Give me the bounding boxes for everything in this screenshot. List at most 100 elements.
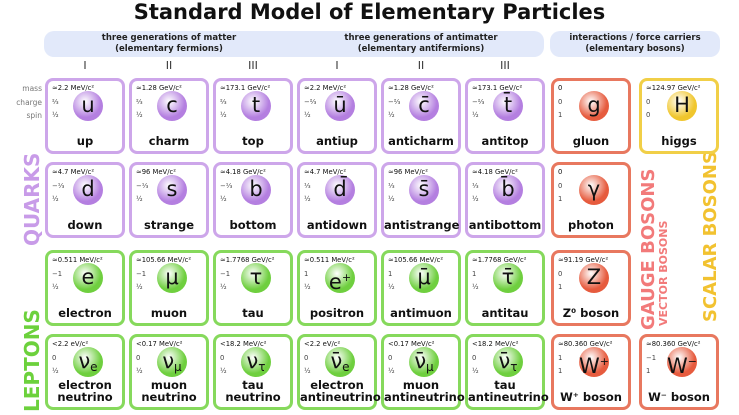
fermions-header-line2: (elementary fermions)	[115, 44, 223, 54]
charge-value: ⅔	[220, 98, 227, 106]
symbol-text: b	[249, 177, 263, 201]
particle-name: anticharm	[388, 134, 454, 148]
spin-value: ½	[52, 195, 59, 203]
particle-card-antistrange: ≈96 MeV/c² ⅓ ½ s̄ antistrange	[381, 162, 461, 238]
symbol-subscript: τ	[510, 360, 518, 374]
symbol-text: d̄	[333, 177, 347, 201]
particle-card-electron: ≈0.511 MeV/c² −1 ½ e electron	[45, 250, 125, 326]
particle-name: antibottom	[468, 218, 542, 232]
fermions-header-line1: three generations of matter	[101, 33, 237, 43]
particle-name: higgs	[661, 134, 697, 148]
particle-symbol: u	[73, 91, 103, 121]
symbol-text: ν̄	[498, 349, 511, 373]
particle-name: antidown	[306, 218, 368, 232]
charge-value: −⅔	[388, 98, 401, 106]
spin-value: 1	[646, 367, 651, 375]
mass-value: ≈0.511 MeV/c²	[52, 256, 103, 264]
mass-value: ≈105.66 MeV/c²	[136, 256, 192, 264]
particle-symbol: H	[667, 91, 697, 121]
particle-name: W⁺ boson	[560, 390, 622, 404]
mass-value: ≈1.28 GeV/c²	[388, 84, 434, 92]
mass-value: ≈173.1 GeV/c²	[472, 84, 523, 92]
particle-card-antitop: ≈173.1 GeV/c² −⅔ ½ t̄ antitop	[465, 78, 545, 154]
mass-label: mass	[22, 84, 42, 93]
mass-value: ≈96 MeV/c²	[388, 168, 428, 176]
symbol-text: e	[328, 270, 342, 294]
particle-name: charm	[148, 134, 190, 148]
symbol-subscript: μ	[426, 360, 434, 374]
spin-value: 0	[646, 111, 651, 119]
symbol-text: b̄	[501, 177, 515, 201]
particle-symbol: s̄	[409, 175, 439, 205]
symbol-superscript: −	[687, 355, 697, 368]
spin-value: ½	[472, 367, 479, 375]
mass-value: 0	[558, 168, 563, 176]
particle-card-positron: ≈0.511 MeV/c² 1 ½ e+ positron	[297, 250, 377, 326]
spin-value: ½	[136, 367, 143, 375]
bosons-header-line2: (elementary bosons)	[585, 44, 685, 54]
particle-symbol: d̄	[325, 175, 355, 205]
charge-value: 0	[646, 98, 651, 106]
spin-value: 1	[558, 111, 563, 119]
particle-card-tau: ≈1.7768 GeV/c² −1 ½ τ tau	[213, 250, 293, 326]
charge-value: −⅓	[220, 182, 233, 190]
generation-label: II	[417, 59, 425, 72]
particle-name: bottom	[229, 218, 277, 232]
symbol-text: g	[587, 93, 601, 117]
spin-value: ½	[220, 367, 227, 375]
symbol-superscript: +	[599, 355, 609, 368]
particle-name: antiup	[316, 134, 358, 148]
charge-value: ⅓	[472, 182, 479, 190]
particle-symbol: e	[73, 263, 103, 293]
particle-symbol: t̄	[493, 91, 523, 121]
particle-card-w-boson: ≈80.360 GeV/c² 1 1 W+ W⁺ boson	[551, 334, 631, 410]
generation-label: II	[165, 59, 173, 72]
symbol-text: Z	[586, 265, 602, 289]
charge-value: 0	[136, 354, 141, 362]
particle-symbol: t	[241, 91, 271, 121]
particle-name: antistrange	[384, 218, 460, 232]
charge-value: −⅓	[136, 182, 149, 190]
charge-value: −⅓	[52, 182, 65, 190]
charge-value: −⅔	[304, 98, 317, 106]
particle-name: tau antineutrino	[468, 378, 549, 404]
charge-value: ⅔	[136, 98, 143, 106]
mass-value: <18.2 MeV/c²	[220, 340, 267, 348]
particle-symbol: μ̄	[409, 263, 439, 293]
charge-value: 0	[558, 98, 563, 106]
particle-name: photon	[568, 218, 614, 232]
symbol-text: μ	[165, 265, 179, 289]
scalar-bosons-label: SCALAR BOSONS	[700, 151, 721, 322]
bosons-header: interactions / force carriers (elementar…	[550, 31, 720, 57]
generation-label: III	[500, 59, 510, 72]
particle-symbol: c	[157, 91, 187, 121]
charge-value: 0	[472, 354, 477, 362]
symbol-text: γ	[587, 177, 601, 201]
particle-symbol: e+	[325, 263, 355, 294]
particle-name: top	[242, 134, 264, 148]
particle-symbol: νe	[73, 347, 103, 377]
charge-value: 0	[558, 182, 563, 190]
generation-label: I	[335, 59, 339, 72]
charge-value: 0	[52, 354, 57, 362]
mass-value: <2.2 eV/c²	[304, 340, 341, 348]
mass-value: ≈96 MeV/c²	[136, 168, 176, 176]
particle-card-tau-neutrino: <18.2 MeV/c² 0 ½ ντ tau neutrino	[213, 334, 293, 410]
fermions-header: three generations of matter (elementary …	[44, 31, 544, 57]
mass-value: ≈2.2 MeV/c²	[52, 84, 95, 92]
charge-value: ⅓	[304, 182, 311, 190]
charge-value: ⅔	[52, 98, 59, 106]
mass-value: <18.2 MeV/c²	[472, 340, 519, 348]
charge-value: ⅓	[388, 182, 395, 190]
particle-card-z-boson: ≈91.19 GeV/c² 0 1 Z Z⁰ boson	[551, 250, 631, 326]
particle-symbol: ντ	[241, 347, 271, 377]
symbol-text: ν	[78, 349, 91, 373]
particle-card-antibottom: ≈4.18 GeV/c² ⅓ ½ b̄ antibottom	[465, 162, 545, 238]
spin-value: ½	[472, 111, 479, 119]
particle-name: strange	[144, 218, 194, 232]
particle-symbol: ν̄μ	[409, 347, 439, 377]
symbol-text: c̄	[418, 93, 430, 117]
particle-card-antidown: ≈4.7 MeV/c² ⅓ ½ d̄ antidown	[297, 162, 377, 238]
spin-value: ½	[304, 195, 311, 203]
symbol-text: s̄	[418, 177, 430, 201]
